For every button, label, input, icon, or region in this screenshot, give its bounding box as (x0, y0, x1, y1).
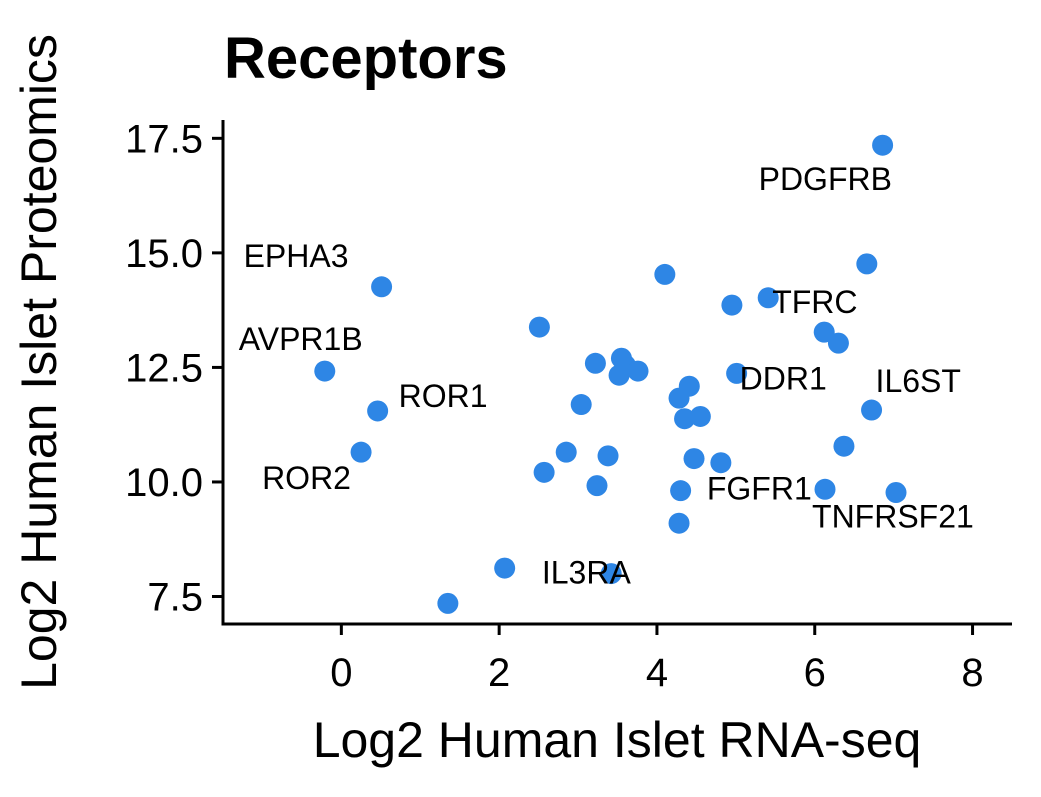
data-point (861, 399, 883, 421)
x-tick-label: 2 (488, 651, 510, 695)
data-point (586, 475, 608, 497)
x-tick-label: 0 (330, 651, 352, 695)
y-tick-label: 17.5 (125, 117, 203, 161)
point-label: IL6ST (876, 363, 961, 399)
x-tick-label: 8 (961, 651, 983, 695)
chart-title: Receptors (224, 26, 508, 91)
data-point (689, 405, 711, 427)
point-label: TNFRSF21 (812, 499, 974, 535)
y-axis-title: Log2 Human Islet Proteomics (11, 34, 67, 690)
data-point (757, 287, 779, 309)
data-point (668, 512, 690, 534)
data-point (528, 316, 550, 338)
data-point (721, 294, 743, 316)
y-tick-label: 15.0 (125, 232, 203, 276)
point-label: ROR2 (262, 460, 351, 496)
data-point (856, 253, 878, 275)
y-tick-label: 12.5 (125, 346, 203, 390)
data-point (600, 563, 622, 585)
point-label: AVPR1B (239, 321, 363, 357)
x-tick-label: 6 (804, 651, 826, 695)
x-axis-title: Log2 Human Islet RNA-seq (313, 712, 922, 768)
point-label: FGFR1 (707, 471, 812, 507)
data-point (674, 408, 696, 430)
data-point (668, 387, 690, 409)
point-label: EPHA3 (244, 238, 349, 274)
data-point (608, 364, 630, 386)
axes (221, 120, 1012, 626)
data-point (437, 592, 459, 614)
point-label: DDR1 (740, 360, 827, 396)
point-label: PDGFRB (759, 161, 892, 197)
x-tick-label: 4 (646, 651, 668, 695)
data-point (584, 352, 606, 374)
data-point (872, 134, 894, 156)
data-point (683, 448, 705, 470)
data-point (654, 263, 676, 285)
data-point (570, 394, 592, 416)
y-tick-label: 7.5 (147, 576, 203, 620)
point-label: ROR1 (399, 378, 488, 414)
data-point (597, 445, 619, 467)
data-point (314, 360, 336, 382)
data-point (371, 276, 393, 298)
data-points (314, 134, 907, 614)
data-point (350, 441, 372, 463)
data-point (670, 480, 692, 502)
point-label: TFRC (772, 284, 857, 320)
point-label: IL3RA (542, 554, 632, 590)
data-point (813, 321, 835, 343)
y-tick-label: 10.0 (125, 461, 203, 505)
point-labels: PDGFRB EPHA3 AVPR1B ROR1 ROR2 IL3RA TFRC DDR1 IL… (239, 161, 974, 590)
data-point (367, 400, 389, 422)
data-point (555, 441, 577, 463)
data-point (533, 461, 555, 483)
data-point (827, 332, 849, 354)
data-point (494, 557, 516, 579)
ticks: 0 2 4 6 8 7.5 10.0 12.5 15.0 17.5 (125, 117, 984, 695)
data-point (885, 482, 907, 504)
data-point (833, 435, 855, 457)
data-point (710, 452, 732, 474)
data-point (627, 360, 649, 382)
data-point (814, 478, 836, 500)
data-point (726, 362, 748, 384)
